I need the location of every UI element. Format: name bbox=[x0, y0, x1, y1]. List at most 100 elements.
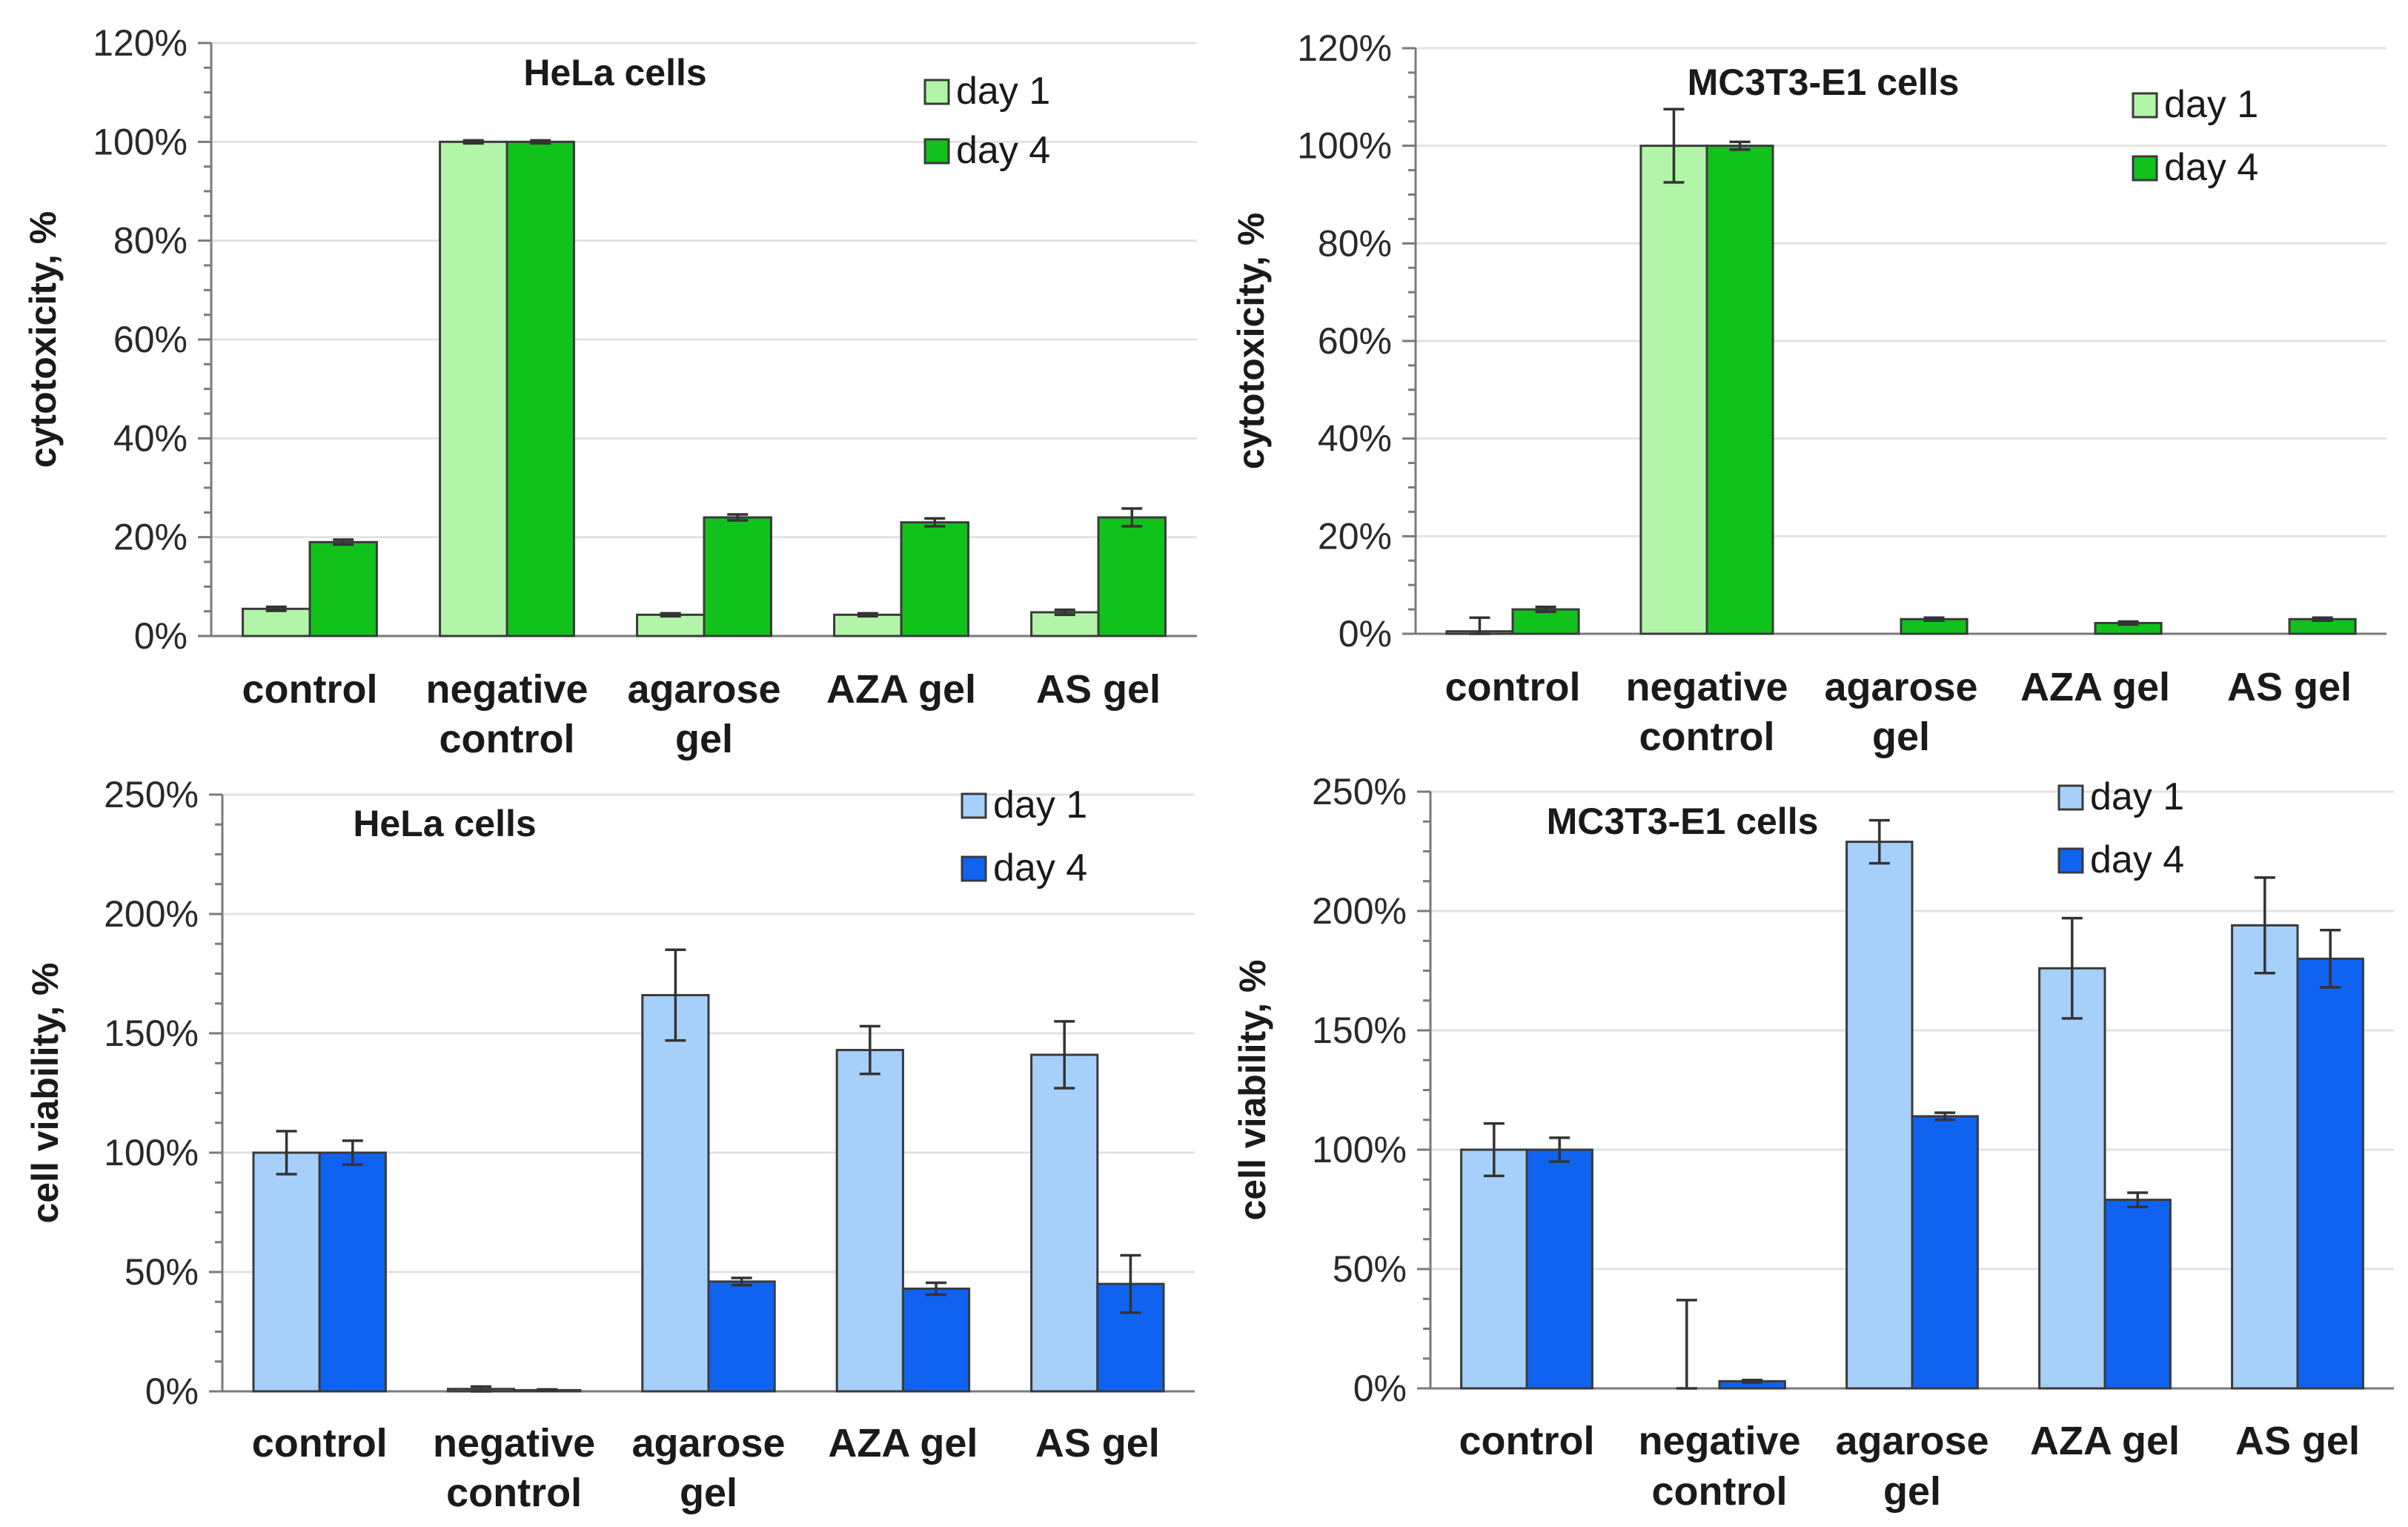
y-axis-title: cell viability, % bbox=[24, 962, 66, 1223]
x-category-label: agarose bbox=[631, 1421, 785, 1465]
x-category-label: control bbox=[242, 667, 378, 712]
y-tick-label: 250% bbox=[1312, 771, 1407, 812]
legend-swatch bbox=[961, 855, 987, 882]
y-tick-label: 40% bbox=[113, 417, 188, 459]
chart-title: MC3T3-E1 cells bbox=[1547, 801, 1819, 842]
legend-label: day 1 bbox=[993, 784, 1087, 827]
x-category-label: AS gel bbox=[1036, 667, 1161, 712]
x-category-label: control bbox=[440, 717, 575, 761]
bar-day-1-control bbox=[242, 607, 311, 637]
legend-label: day 4 bbox=[993, 847, 1087, 890]
legend-swatch bbox=[2057, 847, 2084, 874]
legend-label: day 1 bbox=[956, 70, 1050, 113]
y-axis-title: cell viability, % bbox=[1232, 959, 1273, 1220]
bar-day-1-aza-gel bbox=[833, 613, 903, 637]
x-category-label: control bbox=[446, 1471, 582, 1515]
bar-day-1-control bbox=[1460, 1148, 1528, 1390]
y-tick-label: 80% bbox=[1318, 222, 1392, 264]
x-category-label: gel bbox=[675, 717, 733, 761]
bar-day-4-as-gel bbox=[2296, 957, 2364, 1390]
x-category-label: gel bbox=[1872, 715, 1930, 759]
y-tick-label: 50% bbox=[125, 1251, 199, 1293]
legend: day 1 day 4 bbox=[2057, 775, 2184, 881]
x-category-label: control bbox=[252, 1421, 388, 1465]
bar-day-1-agarose-gel bbox=[641, 993, 710, 1393]
bar-day-4-agarose-gel bbox=[703, 516, 772, 637]
legend-label: day 4 bbox=[2090, 838, 2184, 881]
x-category-label: agarose bbox=[627, 667, 780, 712]
bar-day-1-aza-gel bbox=[835, 1049, 904, 1393]
y-tick-label: 150% bbox=[1312, 1010, 1407, 1051]
y-tick-label: 40% bbox=[1318, 418, 1392, 460]
bar-day-4-as-gel bbox=[1097, 516, 1167, 637]
y-tick-label: 60% bbox=[1318, 320, 1392, 362]
x-category-label: AZA gel bbox=[826, 667, 976, 712]
y-tick-label: 50% bbox=[1333, 1248, 1407, 1290]
y-tick-label: 100% bbox=[104, 1132, 199, 1173]
bar-day-4-agarose-gel bbox=[707, 1280, 776, 1393]
y-tick-label: 0% bbox=[1353, 1368, 1407, 1409]
bar-day-4-control bbox=[318, 1151, 387, 1393]
legend-swatch bbox=[2132, 155, 2158, 182]
y-tick-label: 100% bbox=[1297, 125, 1392, 167]
y-tick-label: 100% bbox=[1312, 1129, 1407, 1170]
chart-title: MC3T3-E1 cells bbox=[1688, 62, 1960, 103]
bar-day-1-agarose-gel bbox=[1845, 841, 1914, 1390]
x-category-label: gel bbox=[680, 1471, 737, 1515]
x-category-label: AZA gel bbox=[2030, 1419, 2180, 1463]
y-tick-label: 200% bbox=[104, 893, 199, 935]
bar-day-1-negative-control bbox=[439, 140, 508, 637]
bar-day-4-aza-gel bbox=[901, 1288, 971, 1393]
x-category-label: agarose bbox=[1824, 665, 1977, 709]
bar-day-1-control bbox=[252, 1151, 321, 1393]
x-category-label: control bbox=[1652, 1469, 1788, 1514]
y-tick-label: 150% bbox=[104, 1013, 199, 1054]
legend-label: day 4 bbox=[2164, 146, 2258, 189]
legend: day 1 day 4 bbox=[2132, 83, 2258, 189]
chart-panel-3: 0% 50% 100% 150% 200% 250% control negative cont… bbox=[24, 774, 1195, 1515]
chart-panel-4: 0% 50% 100% 150% 200% 250% control negative cont… bbox=[1232, 771, 2394, 1514]
legend-label: day 4 bbox=[956, 129, 1050, 172]
chart-panel-1: 0% 20% 40% 60% 80% 100% 120% control negative con… bbox=[22, 22, 1197, 761]
bar-day-4-agarose-gel bbox=[1911, 1115, 1979, 1390]
legend-swatch bbox=[923, 138, 950, 165]
y-tick-label: 20% bbox=[113, 517, 188, 558]
bar-day-4-negative-control bbox=[505, 140, 575, 637]
bar-day-1-agarose-gel bbox=[636, 613, 706, 637]
x-category-label: control bbox=[1639, 715, 1775, 759]
legend-label: day 1 bbox=[2164, 83, 2258, 126]
chart-title: HeLa cells bbox=[353, 803, 536, 844]
y-tick-label: 100% bbox=[93, 121, 188, 162]
x-category-label: control bbox=[1445, 665, 1581, 709]
x-category-label: agarose bbox=[1835, 1419, 1989, 1463]
y-tick-label: 200% bbox=[1312, 890, 1407, 932]
bar-day-4-control bbox=[308, 540, 378, 637]
bar-day-1-as-gel bbox=[1030, 1053, 1099, 1393]
legend: day 1 day 4 bbox=[923, 70, 1050, 172]
bar-day-4-control bbox=[1525, 1148, 1593, 1390]
x-category-label: AZA gel bbox=[2020, 665, 2170, 709]
y-axis-title: cytotoxicity, % bbox=[1230, 213, 1272, 469]
y-tick-label: 80% bbox=[113, 220, 188, 262]
bar-day-4-aza-gel bbox=[900, 521, 969, 637]
bar-day-1-aza-gel bbox=[2038, 967, 2106, 1390]
chart-panel-2: 0% 20% 40% 60% 80% 100% 120% control negative con… bbox=[1230, 27, 2387, 759]
x-category-label: negative bbox=[1638, 1419, 1800, 1463]
y-tick-label: 0% bbox=[134, 615, 188, 657]
x-category-label: AZA gel bbox=[828, 1421, 978, 1465]
x-category-label: gel bbox=[1883, 1469, 1941, 1514]
legend-label: day 1 bbox=[2090, 775, 2184, 818]
bar-day-4-aza-gel bbox=[2103, 1199, 2172, 1390]
x-category-label: negative bbox=[433, 1421, 595, 1465]
legend-swatch bbox=[2132, 92, 2158, 119]
x-category-label: AS gel bbox=[2227, 665, 2352, 709]
chart-title: HeLa cells bbox=[523, 52, 706, 93]
x-category-label: control bbox=[1459, 1419, 1595, 1463]
y-axis-title: cytotoxicity, % bbox=[22, 211, 64, 468]
y-tick-label: 250% bbox=[104, 774, 199, 815]
legend-swatch bbox=[923, 79, 950, 105]
y-tick-label: 120% bbox=[1297, 27, 1392, 69]
legend: day 1 day 4 bbox=[961, 784, 1087, 890]
bar-day-4-negative-control bbox=[1705, 145, 1774, 635]
